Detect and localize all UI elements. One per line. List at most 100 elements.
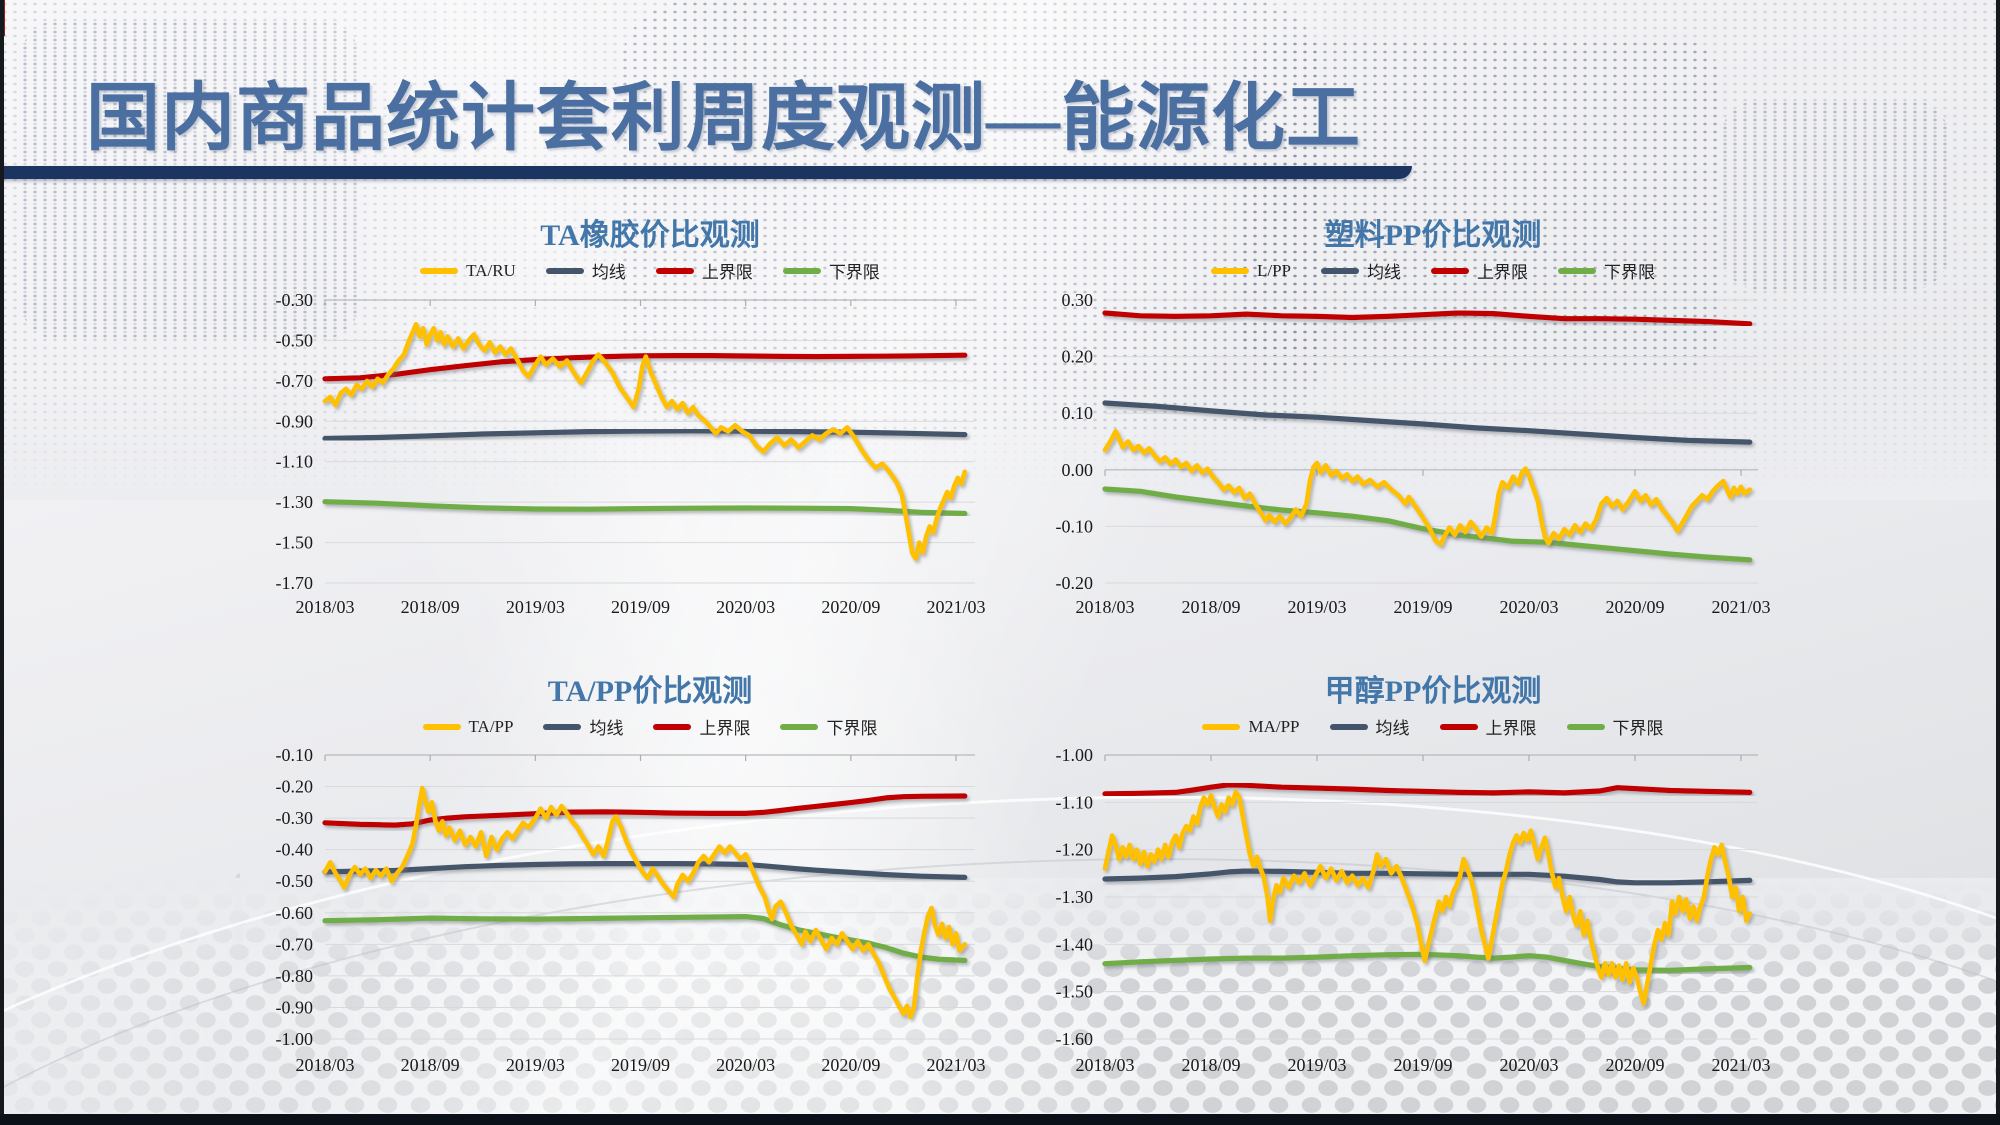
left-edge-strip	[0, 0, 4, 1125]
y-tick-label: -1.20	[1056, 840, 1094, 860]
x-tick-label: 2020/09	[821, 1055, 880, 1075]
legend-item: 上界限	[653, 714, 750, 739]
legend: MA/PP 均线 上界限 下界限	[1108, 714, 1758, 739]
y-tick-label: -0.10	[1056, 516, 1094, 536]
y-tick-label: -0.70	[276, 371, 314, 391]
x-tick-label: 2021/03	[1711, 597, 1770, 617]
mean-swatch	[543, 723, 582, 730]
y-tick-label: -0.90	[276, 411, 314, 431]
y-tick-label: -1.50	[1056, 982, 1094, 1002]
legend: TA/PP 均线 上界限 下界限	[325, 714, 975, 739]
y-tick-label: -1.60	[1056, 1029, 1094, 1049]
lower-bound-swatch	[780, 723, 819, 730]
legend-label: 上界限	[699, 719, 751, 738]
mean-swatch	[545, 267, 584, 274]
legend-item: 上界限	[655, 258, 753, 283]
series-line-mean	[1102, 400, 1753, 445]
y-tick-label: -0.10	[276, 745, 314, 765]
x-tick-label: 2019/03	[506, 1055, 565, 1075]
y-tick-label: -1.30	[276, 492, 314, 512]
y-tick-label: -1.10	[276, 452, 314, 472]
y-tick-label: 0.10	[1062, 403, 1094, 423]
y-tick-label: -1.40	[1056, 934, 1094, 954]
x-tick-label: 2021/03	[1711, 1055, 1770, 1075]
y-tick-label: -1.00	[276, 1029, 314, 1049]
legend-label: L/PP	[1256, 260, 1292, 280]
lower-bound-swatch	[1558, 267, 1597, 274]
chart-plot-2: -0.10 -0.20 -0.30 -0.40 -0.50 -0.60 -0.70 -0.80…	[276, 745, 986, 1075]
legend-label: 均线	[589, 719, 624, 738]
y-tick-label: -0.60	[276, 903, 314, 923]
y-tick-label: -1.10	[1056, 792, 1094, 812]
series-line-main	[322, 321, 968, 562]
chart-title-ma-pp: 甲醇PP价比观测	[1324, 675, 1542, 708]
series-line-lower	[322, 499, 968, 517]
y-tick-label: -0.30	[276, 290, 314, 310]
x-tick-label: 2019/09	[1393, 1055, 1452, 1075]
series-swatch	[420, 267, 459, 274]
x-tick-label: 2018/03	[295, 597, 354, 617]
legend: L/PP 均线 上界限 下界限	[1108, 258, 1758, 283]
chart-title-ta-pp: TA/PP价比观测	[547, 675, 753, 708]
right-edge-strip	[1996, 0, 2000, 1125]
legend-item: 上界限	[1439, 714, 1537, 739]
legend-item: 下界限	[782, 258, 880, 283]
series-line-mean	[1102, 868, 1753, 886]
upper-bound-swatch	[1431, 267, 1470, 274]
legend-label: 上界限	[1477, 263, 1529, 282]
y-tick-label: 0.30	[1062, 290, 1094, 310]
legend-item: 均线	[543, 714, 623, 739]
x-tick-label: 2019/09	[611, 1055, 670, 1075]
legend-item: 均线	[1329, 714, 1410, 739]
series-line-main	[322, 785, 968, 1020]
lower-bound-swatch	[1566, 723, 1605, 730]
legend-item: TA/PP	[422, 717, 513, 737]
legend-label: 均线	[1375, 719, 1410, 738]
legend-label: 下界限	[1604, 263, 1656, 282]
x-tick-label: 2019/03	[1287, 1055, 1346, 1075]
series-line-upper	[1102, 782, 1753, 797]
x-tick-label: 2020/09	[1605, 1055, 1664, 1075]
x-tick-label: 2018/03	[1075, 1055, 1134, 1075]
y-tick-label: -0.20	[276, 777, 314, 797]
y-tick-label: 0.20	[1062, 347, 1094, 367]
lower-bound-swatch	[782, 267, 821, 274]
chart-plot-3: -1.00 -1.10 -1.20 -1.30 -1.40 -1.50 -1.60 2018/…	[1056, 745, 1771, 1075]
legend-label: 均线	[1367, 263, 1402, 282]
x-tick-label: 2019/03	[506, 597, 565, 617]
x-tick-label: 2018/03	[1075, 597, 1134, 617]
legend-item: 均线	[545, 258, 626, 283]
chart-plot-0: -0.30 -0.50 -0.70 -0.90 -1.10 -1.30 -1.50 -1.70…	[276, 290, 986, 617]
y-tick-label: 0.00	[1062, 460, 1094, 480]
x-tick-label: 2020/03	[1499, 597, 1558, 617]
legend-label: 下界限	[826, 719, 878, 738]
legend-label: 下界限	[1612, 719, 1664, 738]
x-tick-label: 2018/03	[295, 1055, 354, 1075]
legend-label: MA/PP	[1248, 716, 1300, 736]
bottom-accent-bar	[0, 1114, 2000, 1125]
page-title: 国内商品统计套利周度观测—能源化工	[86, 78, 1361, 160]
x-tick-label: 2019/03	[1287, 597, 1346, 617]
x-tick-label: 2018/09	[1181, 597, 1240, 617]
series-line-main	[1102, 789, 1753, 1006]
chart-plot-1: 0.30 0.20 0.10 0.00 -0.10 -0.20 2018/03 2018/09…	[1056, 290, 1771, 617]
x-tick-label: 2018/09	[401, 597, 460, 617]
series-line-lower	[322, 913, 968, 964]
x-tick-label: 2020/03	[716, 597, 775, 617]
x-tick-label: 2020/03	[1499, 1055, 1558, 1075]
legend-item: 下界限	[780, 714, 877, 739]
x-tick-label: 2018/09	[1181, 1055, 1240, 1075]
x-tick-label: 2020/09	[1605, 597, 1664, 617]
legend-label: 上界限	[701, 263, 753, 282]
x-tick-label: 2021/03	[926, 1055, 985, 1075]
y-tick-label: -0.20	[1056, 573, 1094, 593]
legend-item: MA/PP	[1202, 716, 1300, 737]
y-tick-label: -0.50	[276, 871, 314, 891]
y-tick-label: -0.50	[276, 330, 314, 350]
x-tick-label: 2018/09	[401, 1055, 460, 1075]
legend-item: 下界限	[1558, 258, 1655, 283]
legend-label: 均线	[591, 263, 626, 282]
legend-item: 下界限	[1566, 714, 1664, 739]
legend-label: TA/RU	[466, 260, 516, 280]
